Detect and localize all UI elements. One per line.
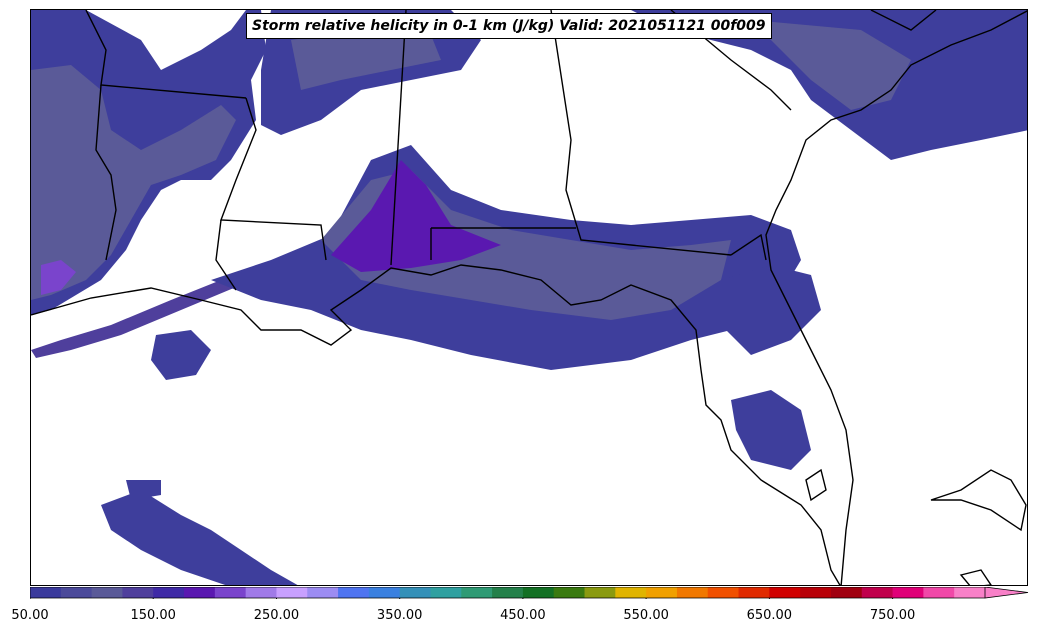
state-border (220, 97, 327, 261)
colorbar-tick-label: 350.00 (376, 608, 423, 623)
colorbar-segment (861, 587, 894, 598)
coastline (31, 264, 841, 585)
colorbar-segment (522, 587, 555, 598)
colorbar-extend-arrow (984, 587, 1029, 599)
map-panel (30, 9, 1028, 586)
colorbar-segment (461, 587, 493, 598)
colorbar-tick-label: 550.00 (623, 608, 669, 623)
colorbar-segment (954, 587, 986, 598)
colorbar-segment (91, 587, 123, 598)
colorbar-segment (923, 587, 955, 598)
colorbar-segment (214, 587, 247, 598)
colorbar-segment (800, 587, 832, 598)
colorbar-segment (830, 587, 863, 598)
colorbar-tick-label: 750.00 (869, 608, 916, 623)
colorbar-segment (553, 587, 586, 598)
colorbar-segment (769, 587, 801, 598)
colorbar-segment (153, 587, 185, 598)
state-border (390, 10, 407, 266)
colorbar-segment (646, 587, 678, 598)
shade-region-sw2 (126, 480, 161, 500)
map-title: Storm relative helicity in 0-1 km (J/kg)… (246, 13, 772, 39)
state-border (215, 219, 237, 291)
shade-region-fl1 (721, 265, 821, 355)
coastline (765, 10, 1027, 585)
shade-region-fl2 (731, 390, 811, 470)
colorbar-tick-label: 50.00 (11, 608, 49, 623)
state-border (550, 10, 732, 256)
colorbar-segment (707, 587, 740, 598)
lake-okeechobee (805, 468, 827, 502)
colorbar-segment (615, 587, 647, 598)
colorbar-tick-label: 150.00 (130, 608, 176, 623)
island-outline (959, 569, 992, 585)
colorbar-tick-label: 450.00 (500, 608, 546, 623)
shade-region-gulf-core (331, 160, 501, 272)
bahamas-outline (930, 469, 1027, 532)
state-border (85, 10, 247, 99)
boundary-lines (31, 10, 1027, 585)
colorbar-outline (30, 587, 985, 599)
colorbar-segment (368, 587, 401, 598)
colorbar-segment (276, 587, 308, 598)
helicity-shading (31, 10, 1027, 585)
colorbar-segment (430, 587, 462, 598)
colorbar-segment (584, 587, 616, 598)
colorbar-tick-label: 650.00 (746, 608, 793, 623)
colorbar-segment (338, 587, 370, 598)
shade-region-ne-inner (751, 20, 911, 110)
colorbar-segment (184, 587, 216, 598)
colorbar-segment (307, 587, 339, 598)
shade-region-nw-streak (31, 280, 241, 358)
colorbar-segment (60, 587, 93, 598)
colorbar-segment (738, 587, 770, 598)
state-border (95, 84, 117, 261)
helicity-map (31, 10, 1027, 585)
colorbar-segment (30, 587, 62, 598)
shade-region-nw-inner (31, 65, 236, 300)
shade-region-nw-core (41, 260, 76, 295)
state-border (730, 233, 767, 261)
colorbar-segment (892, 587, 924, 598)
colorbar-segment (676, 587, 709, 598)
colorbar-tick-label: 250.00 (253, 608, 300, 623)
colorbar (30, 587, 1029, 599)
shade-region-sw (101, 490, 298, 585)
shade-region-tx-blob (151, 330, 211, 380)
colorbar-segment (492, 587, 524, 598)
colorbar-segment (399, 587, 431, 598)
colorbar-segment (245, 587, 277, 598)
state-border (870, 10, 937, 31)
colorbar-segment (122, 587, 154, 598)
